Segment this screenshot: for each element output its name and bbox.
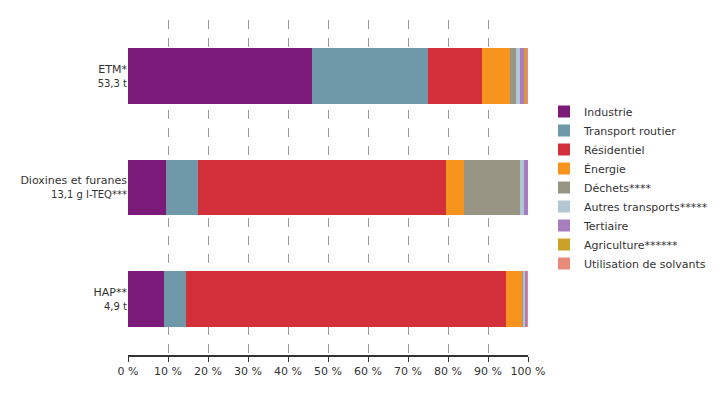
svg-text:Dioxines et furanes13,1 g I-TE: Dioxines et furanes13,1 g I-TEQ***	[20, 174, 127, 200]
svg-text:Résidentiel: Résidentiel	[584, 144, 645, 157]
svg-text:Industrie: Industrie	[584, 106, 633, 119]
svg-text:Énergie: Énergie	[584, 163, 626, 176]
svg-text:100 %: 100 %	[511, 365, 546, 378]
svg-text:70 %: 70 %	[394, 365, 422, 378]
svg-text:Déchets****: Déchets****	[584, 182, 652, 195]
svg-text:Transport routier: Transport routier	[583, 125, 676, 138]
svg-text:20 %: 20 %	[194, 365, 222, 378]
svg-text:ETM*53,3 t: ETM*53,3 t	[98, 63, 128, 89]
svg-text:10 %: 10 %	[154, 365, 182, 378]
svg-text:HAP**4,9 t: HAP**4,9 t	[94, 286, 128, 312]
svg-text:Utilisation de solvants: Utilisation de solvants	[584, 258, 706, 271]
svg-text:50 %: 50 %	[314, 365, 342, 378]
svg-text:30 %: 30 %	[234, 365, 262, 378]
svg-text:Agriculture******: Agriculture******	[584, 239, 678, 252]
svg-text:0 %: 0 %	[118, 365, 139, 378]
svg-text:80 %: 80 %	[434, 365, 462, 378]
svg-text:Tertiaire: Tertiaire	[583, 220, 629, 233]
svg-text:Autres transports*****: Autres transports*****	[584, 201, 708, 214]
svg-text:40 %: 40 %	[274, 365, 302, 378]
svg-text:60 %: 60 %	[354, 365, 382, 378]
svg-text:90 %: 90 %	[474, 365, 502, 378]
